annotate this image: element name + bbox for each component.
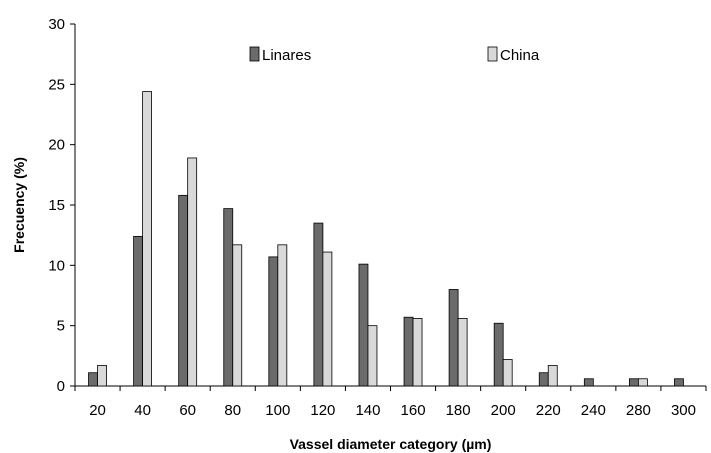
- x-tick-label: 80: [224, 402, 241, 419]
- y-tick-label: 10: [48, 257, 65, 274]
- bar-linares: [493, 322, 504, 387]
- bar-linares: [358, 263, 369, 387]
- bar-china: [547, 365, 558, 387]
- bar-china: [322, 251, 333, 387]
- bar-china: [637, 378, 648, 387]
- x-tick-label: 220: [536, 402, 561, 419]
- bar-linares: [448, 289, 459, 387]
- y-tick-label: 0: [57, 378, 65, 395]
- x-tick-label: 40: [134, 402, 151, 419]
- x-tick-label: 200: [491, 402, 516, 419]
- legend: Linares China: [249, 46, 540, 64]
- bar-linares: [583, 378, 594, 387]
- x-tick-label: 140: [355, 402, 380, 419]
- y-tick-label: 15: [48, 197, 65, 214]
- x-tick-label: 240: [581, 402, 606, 419]
- legend-label-china: China: [500, 47, 540, 64]
- bar-linares: [313, 222, 324, 387]
- bar-china: [277, 244, 288, 387]
- bar-linares: [538, 372, 549, 387]
- bar-linares: [628, 378, 639, 387]
- bar-china: [367, 325, 378, 387]
- bars: [88, 91, 684, 387]
- bar-china: [412, 318, 423, 387]
- x-tick-label: 120: [310, 402, 335, 419]
- bar-linares: [674, 378, 684, 387]
- y-tick-label: 25: [48, 76, 65, 93]
- legend-swatch-china: [487, 46, 498, 62]
- y-axis-title: Frecuency (%): [11, 157, 27, 253]
- legend-label-linares: Linares: [262, 47, 311, 64]
- bar-linares: [178, 194, 189, 387]
- x-tick-label: 160: [401, 402, 426, 419]
- y-tick-label: 20: [48, 137, 65, 154]
- bar-china: [97, 365, 107, 387]
- bar-linares: [223, 208, 234, 387]
- bar-china: [232, 244, 243, 387]
- bar-linares: [133, 235, 144, 387]
- x-tick-label: 280: [626, 402, 651, 419]
- bar-china: [502, 359, 513, 387]
- bar-china: [142, 91, 153, 387]
- x-tick-label: 20: [89, 402, 106, 419]
- x-tick-label: 100: [265, 402, 290, 419]
- y-axis-ticks: 0 5 10 15 20 25 30: [48, 16, 75, 395]
- y-tick-label: 30: [48, 16, 65, 33]
- axes: [74, 24, 706, 387]
- x-tick-label: 60: [179, 402, 196, 419]
- bar-linares: [88, 372, 98, 387]
- x-axis-title: Vassel diameter category (µm): [290, 436, 492, 452]
- y-tick-label: 5: [57, 318, 65, 335]
- x-axis-ticks: 20 40 60 80 100 120 140 160 180 200 220 240 280 300: [74, 386, 707, 419]
- bar-china: [187, 157, 198, 387]
- x-tick-label: 180: [446, 402, 471, 419]
- x-tick-label: 300: [671, 402, 696, 419]
- bar-china: [457, 318, 468, 387]
- bar-linares: [268, 256, 279, 387]
- legend-swatch-linares: [249, 46, 260, 62]
- bar-linares: [403, 316, 414, 387]
